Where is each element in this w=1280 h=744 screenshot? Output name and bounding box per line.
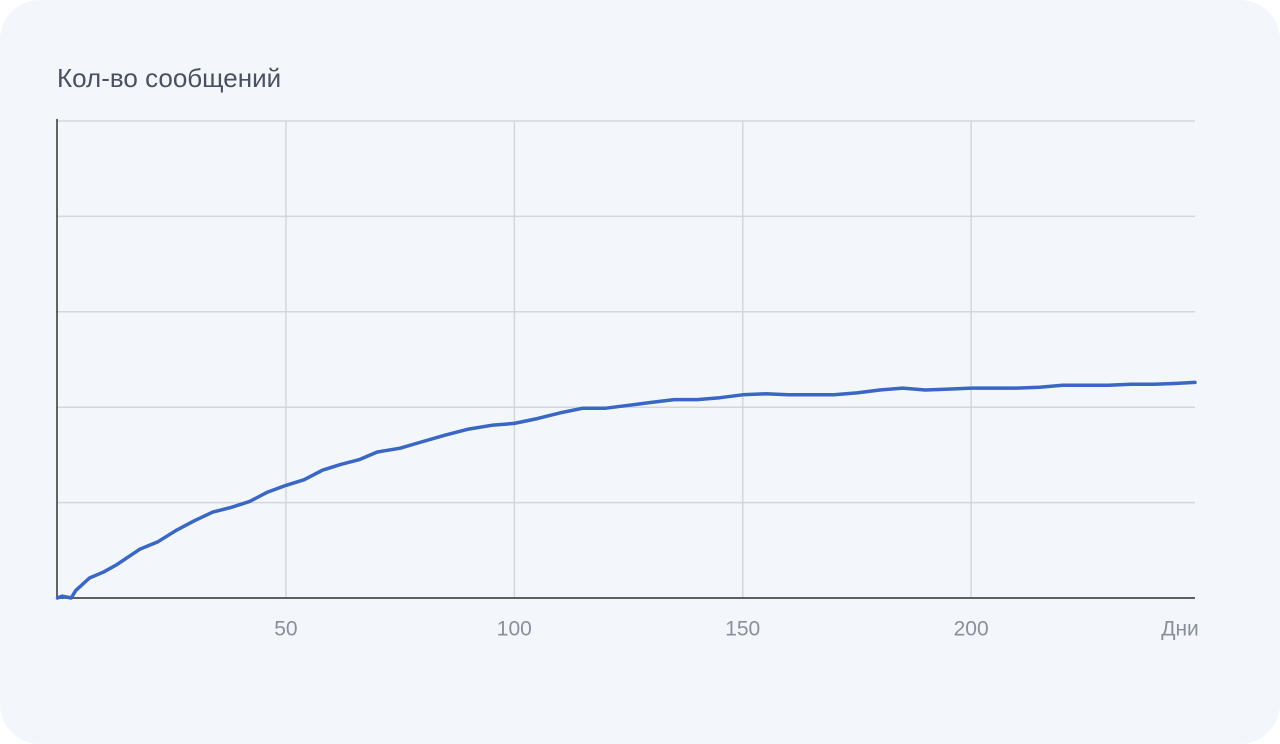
x-tick-label: 100 bbox=[497, 618, 532, 641]
x-tick-label: 50 bbox=[274, 618, 297, 641]
x-tick-label: 150 bbox=[725, 618, 760, 641]
chart-title: Кол-во сообщений bbox=[57, 63, 281, 93]
x-axis-label: Дни bbox=[1161, 618, 1199, 641]
x-tick-label: 200 bbox=[954, 618, 989, 641]
data-line bbox=[55, 380, 1197, 600]
